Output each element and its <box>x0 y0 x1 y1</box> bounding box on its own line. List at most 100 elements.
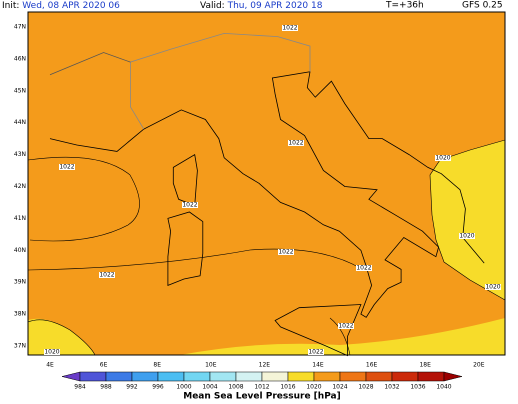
colorbar-tick-label: 1020 <box>306 384 321 391</box>
colorbar-tick-label: 1004 <box>202 384 217 391</box>
lat-label: 45N <box>14 87 26 94</box>
lon-label: 12E <box>259 362 271 369</box>
isobar-label: 1022 <box>282 25 297 32</box>
isobar-label: 1022 <box>59 164 74 171</box>
colorbar-box <box>131 371 159 382</box>
lat-label: 38N <box>14 311 26 318</box>
lat-label: 37N <box>14 343 26 350</box>
colorbar-box <box>261 371 289 382</box>
isobar-label: 1022 <box>338 323 353 330</box>
isobar <box>27 319 96 356</box>
colorbar-box <box>391 371 419 382</box>
border <box>130 32 311 130</box>
isobar-label-bg <box>282 25 298 31</box>
pressure-field <box>28 12 505 355</box>
lat-label: 46N <box>14 55 26 62</box>
colorbar-box <box>287 371 315 382</box>
border <box>49 52 131 76</box>
colorbar-tick-label: 988 <box>100 384 112 391</box>
lat-label: 40N <box>14 247 26 254</box>
model-name: GFS 0.25 <box>462 1 503 11</box>
colorbar-tick-label: 1036 <box>410 384 425 391</box>
isobar-label-bg <box>356 265 372 271</box>
lon-label: 18E <box>419 362 431 369</box>
coastline <box>172 153 198 207</box>
colorbar-tick-label: 1028 <box>358 384 373 391</box>
isobar-label-bg <box>288 140 304 146</box>
lat-label: 41N <box>14 215 26 222</box>
isobar-label-bg <box>99 272 115 278</box>
colorbar-tick-label: 996 <box>152 384 164 391</box>
coastline <box>167 211 204 286</box>
colorbar-tick-label: 1024 <box>332 384 347 391</box>
isobar <box>27 156 140 242</box>
isobar <box>429 139 506 301</box>
isobar-label-bg <box>485 284 501 290</box>
isobar-label: 1022 <box>99 272 114 279</box>
pressure-band <box>180 318 505 355</box>
isobar-label-bg <box>278 249 294 255</box>
isobar <box>329 317 351 356</box>
isobar-label-bg <box>459 233 475 239</box>
colorbar-tick-label: 984 <box>74 384 86 391</box>
isobar-label: 1022 <box>278 249 293 256</box>
lead-time: T=+36h <box>385 1 424 11</box>
colorbar-tick-label: 1040 <box>436 384 451 391</box>
map <box>27 11 506 357</box>
isobar-label-bg <box>435 155 451 161</box>
colorbar-tick-label: 1016 <box>280 384 295 391</box>
colorbar-tick-label: 1008 <box>228 384 243 391</box>
isobar-label-bg <box>59 164 75 170</box>
isobar-label: 1022 <box>356 265 371 272</box>
init-time: Wed, 08 APR 2020 06 <box>22 1 120 11</box>
map-frame <box>27 11 506 356</box>
colorbar-extend-high <box>443 371 463 382</box>
colorbar-tick-label: 992 <box>126 384 138 391</box>
lon-label: 16E <box>366 362 378 369</box>
colorbar-box <box>339 371 367 382</box>
valid-label: Valid: <box>200 1 225 11</box>
lat-label: 42N <box>14 183 26 190</box>
colorbar-box <box>209 371 237 382</box>
isobar-label: 1022 <box>288 140 303 147</box>
isobar-label: 1022 <box>182 202 197 209</box>
valid-time: Thu, 09 APR 2020 18 <box>227 1 323 11</box>
lon-label: 8E <box>153 362 161 369</box>
colorbar-title: Mean Sea Level Pressure [hPa] <box>183 392 341 401</box>
pressure-band <box>28 318 95 355</box>
lon-label: 10E <box>205 362 217 369</box>
isobar-label-bg <box>182 202 198 208</box>
lon-label: 14E <box>312 362 324 369</box>
colorbar-box <box>105 371 133 382</box>
colorbar-box <box>183 371 211 382</box>
colorbar-box <box>417 371 445 382</box>
colorbar-box <box>79 371 107 382</box>
isobar-label: 1022 <box>308 349 323 356</box>
lon-label: 20E <box>473 362 485 369</box>
isobar-label-bg <box>308 349 324 355</box>
isobar <box>27 248 361 271</box>
lat-label: 47N <box>14 24 26 31</box>
colorbar-tick-label: 1012 <box>254 384 269 391</box>
colorbar-tick-label: 1000 <box>176 384 191 391</box>
isobar-label: 1020 <box>435 155 450 162</box>
colorbar: 984 988 992 996 1000 1004 1008 1012 1016 1020 1024… <box>61 371 463 391</box>
lon-label: 6E <box>100 362 108 369</box>
colorbar-box <box>313 371 341 382</box>
isobar-label: 1020 <box>44 349 59 356</box>
isobar-label: 1020 <box>459 233 474 240</box>
coastline <box>49 71 485 318</box>
lat-label: 39N <box>14 279 26 286</box>
colorbar-tick-label: 1032 <box>384 384 399 391</box>
colorbar-box <box>157 371 185 382</box>
lat-label: 44N <box>14 119 26 126</box>
isobar-label: 1020 <box>485 284 500 291</box>
init-label: Init: <box>2 1 19 11</box>
header-valid: Valid: Thu, 09 APR 2020 18 <box>200 1 323 11</box>
colorbar-box <box>235 371 263 382</box>
lon-label: 4E <box>46 362 54 369</box>
header: Init: Wed, 08 APR 2020 06 <box>2 1 120 11</box>
colorbar-box <box>365 371 393 382</box>
